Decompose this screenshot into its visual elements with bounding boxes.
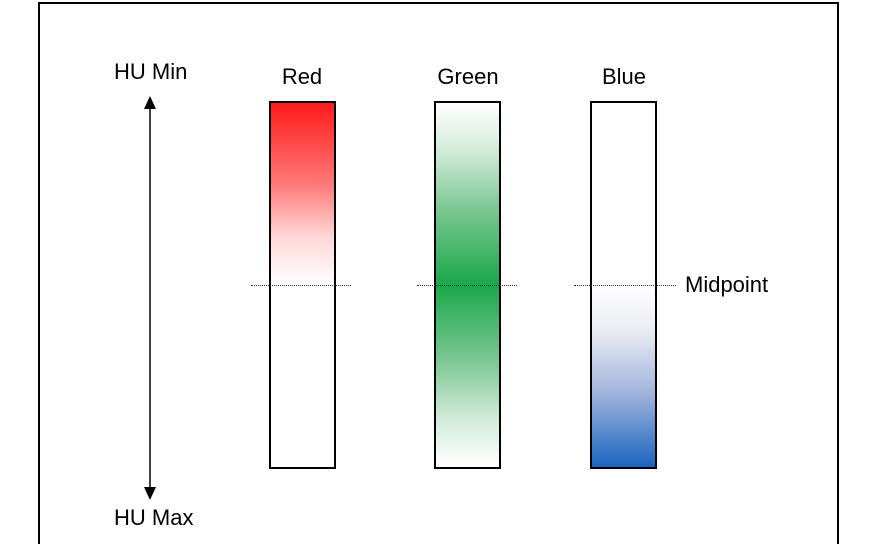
- hu-min-label: HU Min: [114, 59, 188, 84]
- hu-axis-arrow: [144, 96, 156, 500]
- axis-arrowhead-bottom: [144, 487, 156, 500]
- bar-label-red: Red: [281, 64, 323, 89]
- midpoint-line-blue: [574, 285, 676, 286]
- axis-arrowhead-top: [144, 96, 156, 109]
- midpoint-label: Midpoint: [685, 272, 769, 297]
- bar-label-blue: Blue: [601, 64, 647, 89]
- diagram-frame: [38, 2, 839, 544]
- midpoint-line-red: [251, 285, 351, 286]
- hu-max-label: HU Max: [114, 505, 194, 530]
- bar-label-green: Green: [437, 64, 499, 89]
- midpoint-line-green: [417, 285, 517, 286]
